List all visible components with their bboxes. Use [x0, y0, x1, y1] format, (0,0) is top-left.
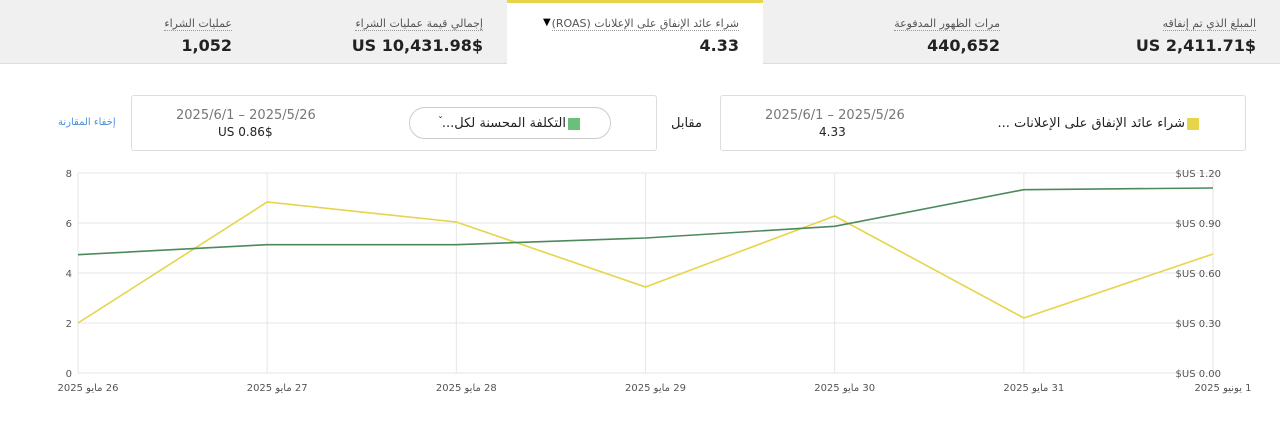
metric-tab[interactable]: مرات الظهور المدفوعة 440,652	[768, 0, 1024, 63]
metric-value: $US 10,431.98	[351, 36, 483, 55]
y-tick-label: 6	[66, 219, 72, 230]
y2-tick-label: $US 0.00	[1176, 369, 1221, 380]
metric-value: 440,652	[927, 36, 1000, 55]
metric-value: $US 2,411.71	[1135, 36, 1256, 55]
primary-value: 4.33	[819, 125, 846, 139]
metric-label: عمليات الشراء	[164, 17, 232, 31]
y-tick-label: 0	[66, 369, 72, 380]
date-range: 2025/5/26 – 2025/6/1	[176, 108, 316, 123]
x-tick-label: 30 مايو 2025	[814, 383, 875, 394]
dropdown-arrow[interactable]: ▼	[543, 17, 551, 28]
secondary-metric: التكلفة المحسنة لكل...	[442, 116, 580, 131]
y-tick-label: 2	[66, 319, 72, 330]
secondary-box: التكلفة المحسنة لكل... ˇ 2025/5/26 – 202…	[131, 95, 657, 151]
primary-box: شراء عائد الإنفاق على الإعلانات ... 2025…	[720, 95, 1246, 151]
dropdown-arrow: ˇ	[438, 116, 443, 127]
metric-bar: المبلغ الذي تم إنفاقه $US 2,411.71 مرات ا…	[0, 0, 1280, 64]
x-tick-label: 26 مايو 2025	[58, 383, 119, 394]
metric-name: التكلفة المحسنة لكل...	[441, 116, 566, 131]
metric-tab[interactable]: عمليات الشراء 1,052	[0, 0, 256, 63]
metric-label: إجمالي قيمة عمليات الشراء	[355, 17, 483, 31]
metric-tab[interactable]: شراء عائد الإنفاق على الإعلانات (ROAS) ▼ 4…	[507, 0, 763, 64]
series-line	[77, 201, 1214, 324]
y2-tick-label: $US 1.20	[1176, 169, 1221, 180]
y2-tick-label: $US 0.30	[1176, 319, 1221, 330]
series-line	[77, 187, 1214, 256]
metric-name: شراء عائد الإنفاق على الإعلانات ...	[997, 116, 1185, 131]
x-tick-label: 28 مايو 2025	[436, 383, 497, 394]
metric-label: المبلغ الذي تم إنفاقه	[1162, 17, 1256, 31]
hide-comparison-link[interactable]: إخفاء المقارنة	[58, 117, 116, 128]
date-range: 2025/5/26 – 2025/6/1	[765, 108, 905, 123]
swatch	[1187, 117, 1199, 130]
x-tick-label: 27 مايو 2025	[247, 383, 308, 394]
metric-label: شراء عائد الإنفاق على الإعلانات (ROAS)	[551, 17, 739, 31]
metric-tab[interactable]: إجمالي قيمة عمليات الشراء $US 10,431.98	[251, 0, 507, 63]
versus-label: مقابل	[671, 116, 702, 131]
metric-value: 1,052	[181, 36, 232, 55]
metric-dropdown[interactable]: التكلفة المحسنة لكل... ˇ	[409, 107, 611, 139]
metric-value: 4.33	[699, 36, 739, 55]
metric-tab[interactable]: المبلغ الذي تم إنفاقه $US 2,411.71	[1024, 0, 1280, 63]
secondary-value: $US 0.86	[218, 125, 273, 139]
metric-label: مرات الظهور المدفوعة	[894, 17, 1000, 31]
swatch	[568, 117, 580, 130]
y-tick-label: 8	[66, 169, 72, 180]
x-tick-label: 1 يونيو 2025	[1194, 383, 1251, 394]
y2-tick-label: $US 0.60	[1176, 269, 1221, 280]
x-tick-label: 29 مايو 2025	[625, 383, 686, 394]
x-tick-label: 31 مايو 2025	[1003, 383, 1064, 394]
y2-tick-label: $US 0.90	[1176, 219, 1221, 230]
y-tick-label: 4	[66, 269, 72, 280]
primary-metric[interactable]: شراء عائد الإنفاق على الإعلانات ...	[997, 116, 1199, 131]
